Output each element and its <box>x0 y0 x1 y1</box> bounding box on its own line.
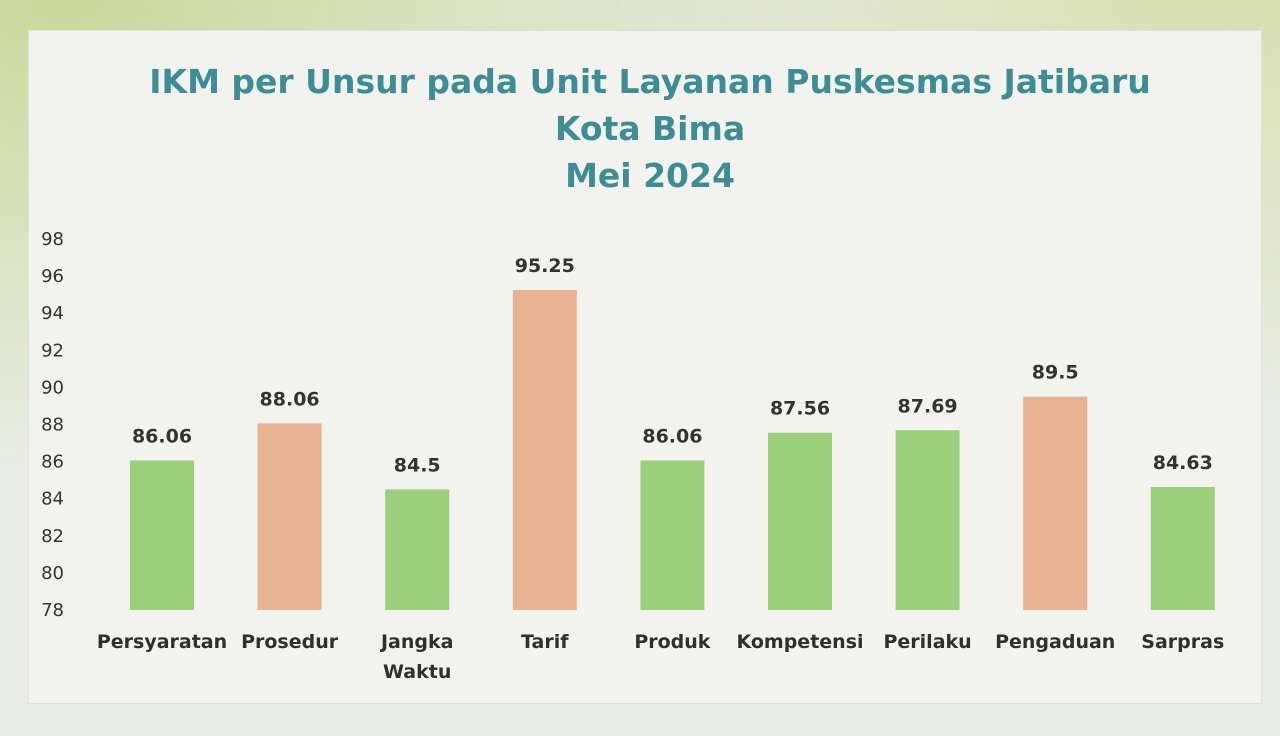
bar <box>512 290 577 610</box>
x-tick-label: Persyaratan <box>97 631 227 653</box>
y-tick-label: 78 <box>41 600 64 621</box>
chart-title-line-2: Kota Bima <box>554 109 746 148</box>
bar <box>640 460 705 610</box>
x-tick-label: Kompetensi <box>736 631 863 653</box>
y-tick-label: 90 <box>41 377 64 398</box>
bar <box>1023 396 1088 610</box>
y-tick-label: 88 <box>41 415 64 436</box>
chart-title-line-1: IKM per Unsur pada Unit Layanan Puskesma… <box>149 62 1151 101</box>
y-tick-label: 84 <box>41 489 64 510</box>
y-tick-label: 82 <box>41 526 64 547</box>
y-tick-label: 96 <box>41 266 64 287</box>
data-label: 87.69 <box>898 395 958 417</box>
x-tick-label: Waktu <box>383 661 451 683</box>
x-tick-label: Perilaku <box>883 631 971 653</box>
data-label: 95.25 <box>515 255 575 277</box>
data-label: 86.06 <box>132 425 192 447</box>
data-label: 87.56 <box>770 398 830 420</box>
bar <box>130 460 194 610</box>
data-label: 84.5 <box>394 454 441 476</box>
bar <box>1150 487 1215 610</box>
y-tick-label: 94 <box>41 303 64 324</box>
y-tick-label: 80 <box>41 563 64 584</box>
x-tick-label: Sarpras <box>1141 631 1224 653</box>
x-tick-label: Tarif <box>521 631 569 653</box>
data-label: 89.5 <box>1032 362 1079 384</box>
x-tick-label: Prosedur <box>241 631 339 653</box>
data-label: 88.06 <box>260 388 320 410</box>
y-tick-label: 98 <box>41 229 64 250</box>
x-tick-label: Produk <box>634 631 710 653</box>
chart-title-line-3: Mei 2024 <box>565 156 735 195</box>
data-label: 86.06 <box>642 425 702 447</box>
y-tick-label: 92 <box>41 340 64 361</box>
x-tick-label: Jangka <box>379 631 453 653</box>
data-label: 84.63 <box>1153 452 1213 474</box>
x-tick-label: Pengaduan <box>995 631 1115 653</box>
bar <box>385 489 450 610</box>
bar <box>895 430 960 610</box>
y-tick-label: 86 <box>41 452 64 473</box>
bar <box>257 423 322 610</box>
bar <box>768 432 832 610</box>
chart-title: IKM per Unsur pada Unit Layanan Puskesma… <box>0 58 1280 199</box>
